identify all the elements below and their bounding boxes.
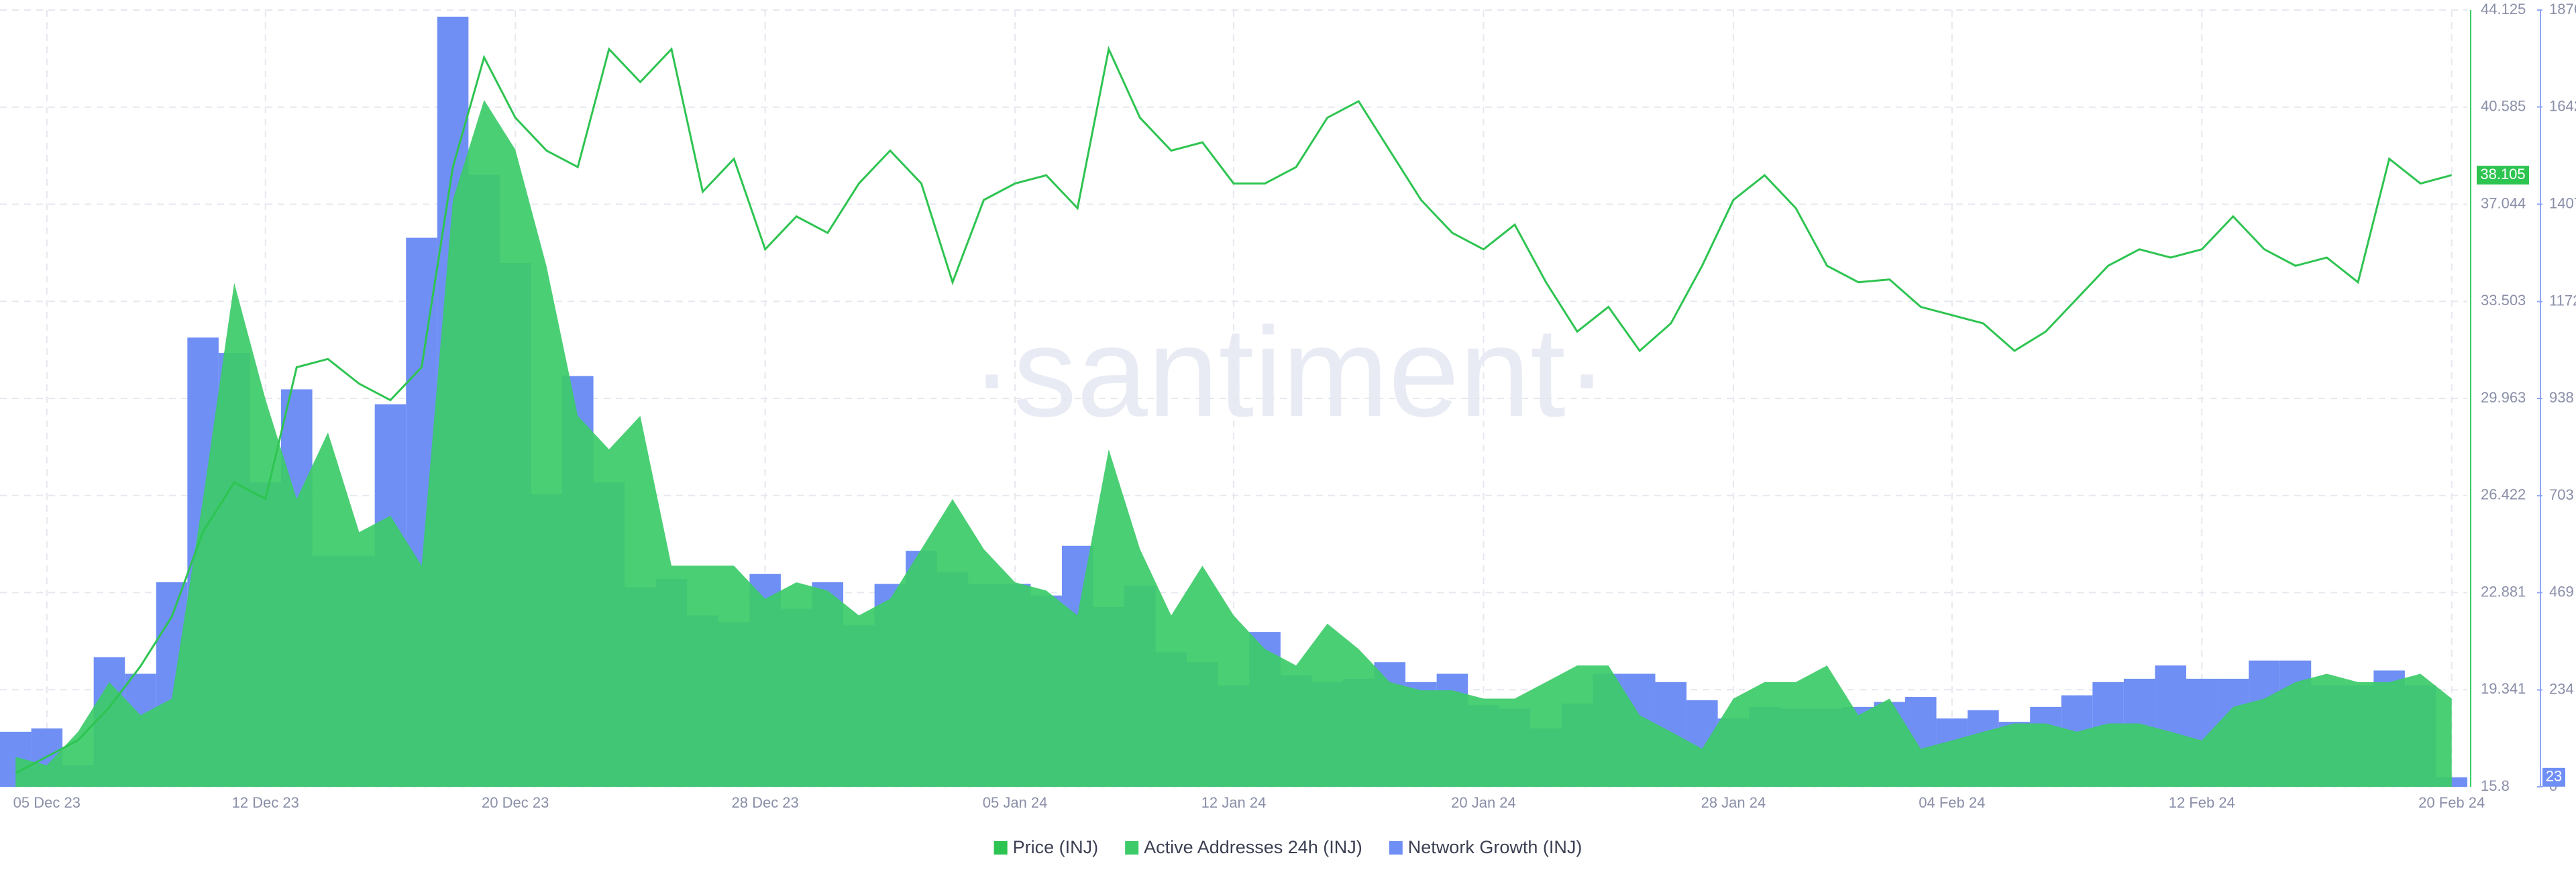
- x-tick-label: 28 Dec 23: [731, 794, 798, 811]
- line: [15, 46, 2453, 774]
- y2-tick-label: 703: [2549, 486, 2574, 503]
- x-tick-label: 12 Dec 23: [232, 794, 299, 811]
- y-tick-label: 40.585: [2481, 98, 2526, 115]
- y2-tick-label: 1642: [2549, 97, 2576, 114]
- legend-label: Price (INJ): [1013, 837, 1099, 857]
- value-badge: [2542, 767, 2565, 787]
- value-label: 23: [2546, 768, 2562, 785]
- y2-tick-label: 938: [2549, 389, 2574, 406]
- x-tick-label: 28 Jan 24: [1701, 794, 1766, 811]
- x-tick-label: 05 Jan 24: [983, 794, 1048, 811]
- y-tick-label: 29.963: [2481, 389, 2526, 406]
- y-tick-label: 37.044: [2481, 195, 2526, 211]
- y2-tick-label: 469: [2549, 583, 2574, 600]
- x-tick-label: 12 Jan 24: [1201, 794, 1267, 811]
- y-tick-label: 22.881: [2481, 583, 2526, 600]
- y-tick-label: 33.503: [2481, 292, 2526, 309]
- y-tick-label: 15.8: [2481, 777, 2510, 794]
- y2-tick-label: 1172: [2549, 292, 2576, 309]
- legend-swatch: [1125, 841, 1139, 855]
- x-tick-label: 04 Feb 24: [1919, 794, 1985, 811]
- x-tick-label: 20 Feb 24: [2418, 794, 2485, 811]
- y2-tick-label: 1876: [2549, 1, 2576, 17]
- x-tick-label: 05 Dec 23: [13, 794, 80, 811]
- legend-swatch: [1389, 841, 1403, 855]
- value-badge: [2477, 166, 2529, 185]
- legend-label: Network Growth (INJ): [1408, 837, 1582, 857]
- y-tick-label: 44.125: [2481, 1, 2526, 17]
- y2-tick-label: 1407: [2549, 195, 2576, 211]
- y-tick-label: 26.422: [2481, 486, 2526, 503]
- area: [15, 99, 2452, 787]
- legend-swatch: [994, 841, 1008, 855]
- x-tick-label: 12 Feb 24: [2169, 794, 2235, 811]
- y2-tick-label: 234: [2549, 680, 2574, 697]
- legend: Price (INJ) Active Addresses 24h (INJ) Net…: [994, 837, 1582, 857]
- watermark: ·santiment·: [971, 301, 1608, 443]
- value-label: 38.105: [2480, 166, 2525, 182]
- y-tick-label: 19.341: [2481, 680, 2526, 697]
- x-tick-label: 20 Jan 24: [1451, 794, 1516, 811]
- x-tick-label: 20 Dec 23: [482, 794, 549, 811]
- legend-label: Active Addresses 24h (INJ): [1144, 837, 1362, 857]
